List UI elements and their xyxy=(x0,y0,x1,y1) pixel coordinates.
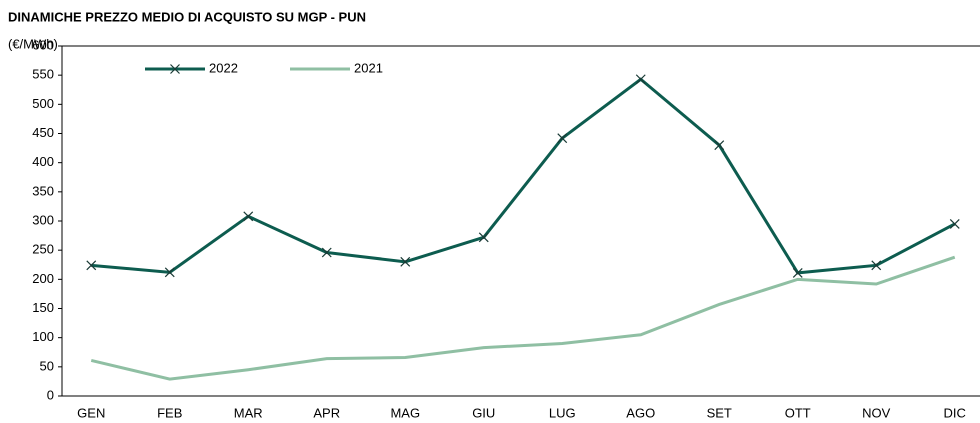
marker xyxy=(321,247,332,258)
marker xyxy=(792,267,803,278)
x-tick-label: DIC xyxy=(944,405,966,420)
marker xyxy=(164,267,175,278)
legend-label: 2021 xyxy=(354,60,383,75)
y-tick-label: 450 xyxy=(32,125,54,140)
marker xyxy=(714,140,725,151)
x-tick-label: NOV xyxy=(862,405,891,420)
x-tick-label: OTT xyxy=(785,405,811,420)
chart-title: DINAMICHE PREZZO MEDIO DI ACQUISTO SU MG… xyxy=(8,9,366,24)
legend-label: 2022 xyxy=(209,60,238,75)
x-tick-label: MAR xyxy=(234,405,263,420)
y-axis-label: (€/MWh) xyxy=(8,36,58,51)
x-tick-label: SET xyxy=(707,405,732,420)
marker xyxy=(243,211,254,222)
y-tick-label: 300 xyxy=(32,212,54,227)
line-series xyxy=(91,77,956,275)
y-tick-label: 400 xyxy=(32,154,54,169)
y-tick-label: 600 xyxy=(32,37,54,52)
legend-marker xyxy=(170,64,180,74)
x-tick-label: FEB xyxy=(157,405,182,420)
marker xyxy=(86,260,97,271)
x-tick-label: APR xyxy=(313,405,340,420)
x-tick-label: LUG xyxy=(549,405,576,420)
x-tick-label: GEN xyxy=(77,405,105,420)
y-tick-label: 0 xyxy=(47,387,54,402)
marker xyxy=(557,133,568,144)
y-tick-label: 50 xyxy=(40,358,54,373)
marker xyxy=(400,256,411,267)
x-tick-label: MAG xyxy=(390,405,420,420)
y-tick-label: 250 xyxy=(32,242,54,257)
y-tick-label: 200 xyxy=(32,271,54,286)
y-tick-label: 350 xyxy=(32,183,54,198)
y-tick-label: 150 xyxy=(32,300,54,315)
marker xyxy=(478,232,489,243)
x-tick-label: GIU xyxy=(472,405,495,420)
marker xyxy=(871,260,882,271)
y-tick-label: 100 xyxy=(32,329,54,344)
marker xyxy=(949,218,960,229)
marker xyxy=(635,74,646,85)
x-tick-label: AGO xyxy=(626,405,655,420)
y-tick-label: 500 xyxy=(32,96,54,111)
y-tick-label: 550 xyxy=(32,67,54,82)
line-series xyxy=(90,255,956,381)
